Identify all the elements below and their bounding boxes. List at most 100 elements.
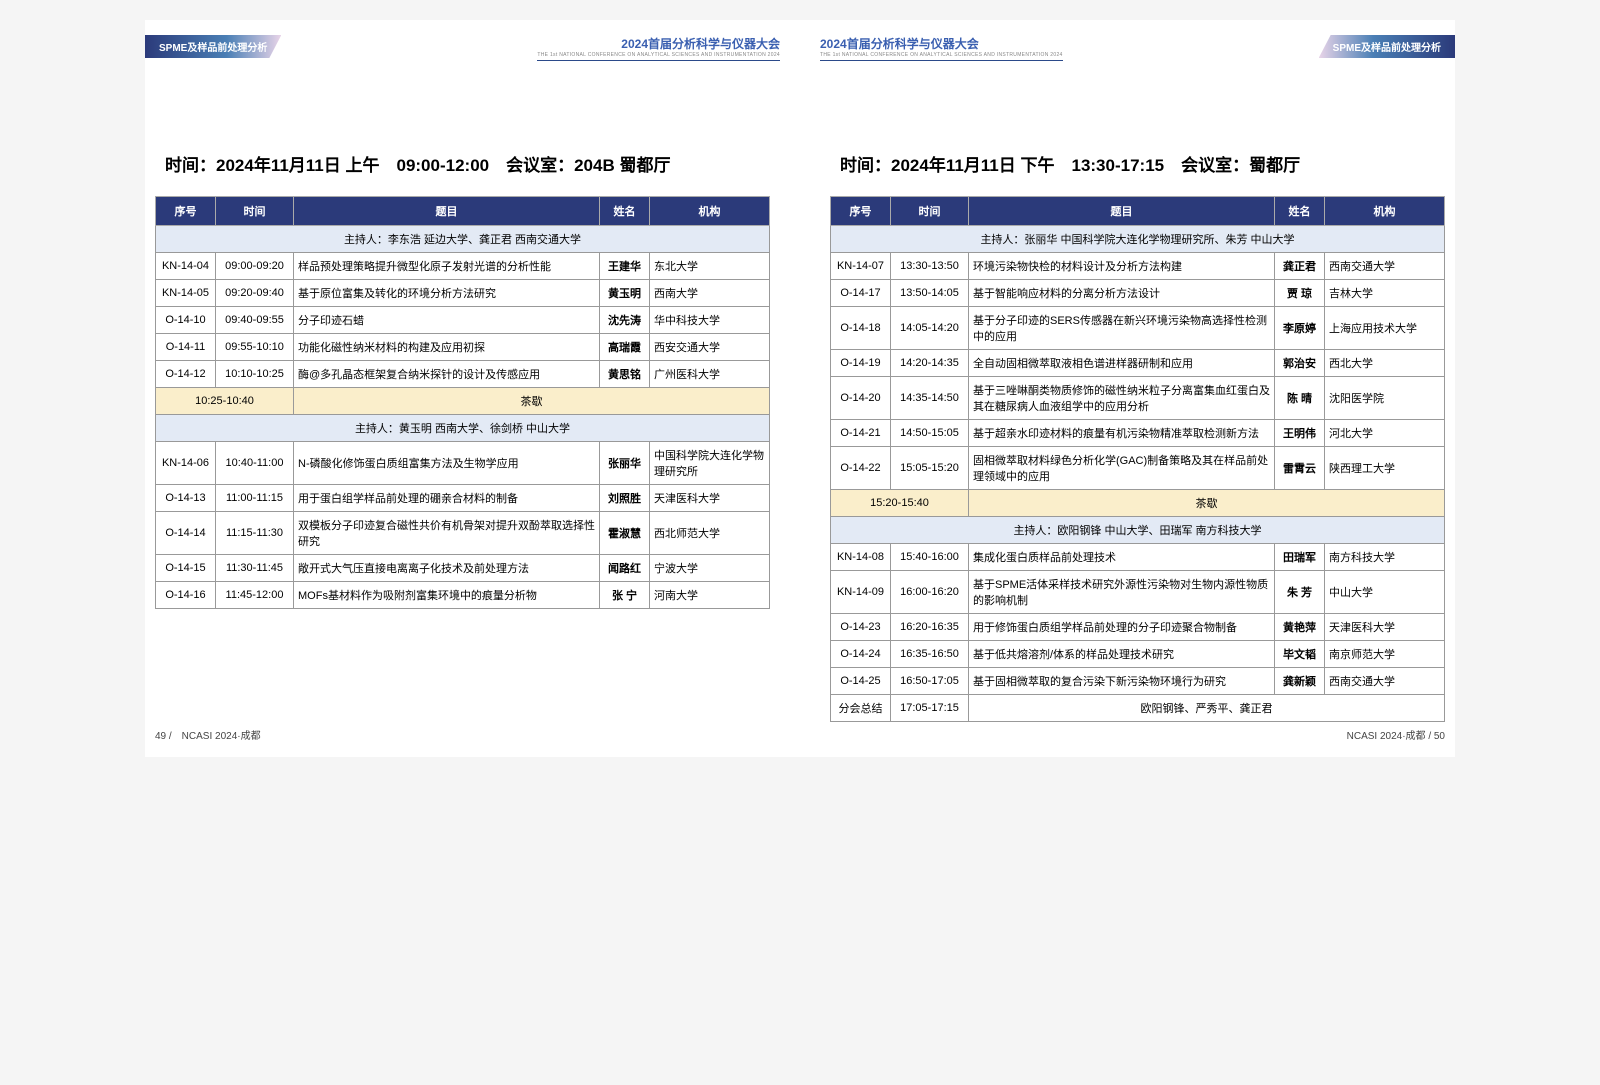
cell-name: 龚正君: [1275, 253, 1325, 280]
table-row: KN-14-04 09:00-09:20 样品预处理策略提升微型化原子发射光谱的…: [156, 253, 770, 280]
host-row: 主持人：李东浩 延边大学、龚正君 西南交通大学: [156, 226, 770, 253]
host-row: 主持人：欧阳钢锋 中山大学、田瑞军 南方科技大学: [831, 517, 1445, 544]
cell-name: 贾 琼: [1275, 280, 1325, 307]
cell-name: 王建华: [600, 253, 650, 280]
cell-seq: O-14-15: [156, 555, 216, 582]
host-row: 主持人：黄玉明 西南大学、徐剑桥 中山大学: [156, 415, 770, 442]
cell-seq: O-14-17: [831, 280, 891, 307]
table-row: O-14-17 13:50-14:05 基于智能响应材料的分离分析方法设计 贾 …: [831, 280, 1445, 307]
cell-time: 14:35-14:50: [891, 377, 969, 420]
table-row: O-14-20 14:35-14:50 基于三唑啉酮类物质修饰的磁性纳米粒子分离…: [831, 377, 1445, 420]
cell-time: 16:35-16:50: [891, 641, 969, 668]
cell-seq: KN-14-07: [831, 253, 891, 280]
cell-name: 刘照胜: [600, 485, 650, 512]
cell-inst: 南京师范大学: [1325, 641, 1445, 668]
table-row: O-14-18 14:05-14:20 基于分子印迹的SERS传感器在新兴环境污…: [831, 307, 1445, 350]
cell-inst: 西南交通大学: [1325, 668, 1445, 695]
cell-topic: 全自动固相微萃取液相色谱进样器研制和应用: [969, 350, 1275, 377]
cell-seq: O-14-23: [831, 614, 891, 641]
cell-time: 10:10-10:25: [216, 361, 294, 388]
cell-topic: 基于SPME活体采样技术研究外源性污染物对生物内源性物质的影响机制: [969, 571, 1275, 614]
th-name: 姓名: [1275, 197, 1325, 226]
cell-seq: O-14-16: [156, 582, 216, 609]
th-time: 时间: [891, 197, 969, 226]
cell-name: 王明伟: [1275, 420, 1325, 447]
break-label: 茶歇: [294, 388, 770, 415]
cell-name: 郭治安: [1275, 350, 1325, 377]
th-inst: 机构: [650, 197, 770, 226]
cell-time: 09:20-09:40: [216, 280, 294, 307]
cell-time: 14:20-14:35: [891, 350, 969, 377]
cell-time: 15:05-15:20: [891, 447, 969, 490]
right-page: 2024首届分析科学与仪器大会 THE 1st NATIONAL CONFERE…: [820, 35, 1455, 742]
cell-time: 09:40-09:55: [216, 307, 294, 334]
cell-topic: 基于低共熔溶剂/体系的样品处理技术研究: [969, 641, 1275, 668]
right-header: 2024首届分析科学与仪器大会 THE 1st NATIONAL CONFERE…: [820, 35, 1455, 61]
cell-name: 张 宁: [600, 582, 650, 609]
cell-time: 14:50-15:05: [891, 420, 969, 447]
th-inst: 机构: [1325, 197, 1445, 226]
table-row: O-14-15 11:30-11:45 敞开式大气压直接电离离子化技术及前处理方…: [156, 555, 770, 582]
th-topic: 题目: [294, 197, 600, 226]
cell-seq: O-14-14: [156, 512, 216, 555]
table-row: O-14-13 11:00-11:15 用于蛋白组学样品前处理的硼亲合材料的制备…: [156, 485, 770, 512]
cell-seq: O-14-13: [156, 485, 216, 512]
cell-name: 张丽华: [600, 442, 650, 485]
cell-inst: 广州医科大学: [650, 361, 770, 388]
cell-time: 16:20-16:35: [891, 614, 969, 641]
left-footer: 49 / NCASI 2024·成都: [145, 727, 271, 742]
cell-time: 13:50-14:05: [891, 280, 969, 307]
cell-inst: 南方科技大学: [1325, 544, 1445, 571]
summary-time: 17:05-17:15: [891, 695, 969, 722]
cell-inst: 沈阳医学院: [1325, 377, 1445, 420]
left-content: 时间：2024年11月11日 上午 09:00-12:00 会议室：204B 蜀…: [145, 151, 780, 609]
break-time: 15:20-15:40: [831, 490, 969, 517]
header-line: [537, 60, 780, 61]
table-row: O-14-21 14:50-15:05 基于超亲水印迹材料的痕量有机污染物精准萃…: [831, 420, 1445, 447]
cell-name: 黄艳萍: [1275, 614, 1325, 641]
table-row: O-14-19 14:20-14:35 全自动固相微萃取液相色谱进样器研制和应用…: [831, 350, 1445, 377]
summary-seq: 分会总结: [831, 695, 891, 722]
cell-inst: 西北师范大学: [650, 512, 770, 555]
cell-inst: 宁波大学: [650, 555, 770, 582]
cell-topic: 功能化磁性纳米材料的构建及应用初探: [294, 334, 600, 361]
th-seq: 序号: [156, 197, 216, 226]
cell-name: 田瑞军: [1275, 544, 1325, 571]
table-row: O-14-22 15:05-15:20 固相微萃取材料绿色分析化学(GAC)制备…: [831, 447, 1445, 490]
cell-topic: 用于蛋白组学样品前处理的硼亲合材料的制备: [294, 485, 600, 512]
cell-seq: O-14-12: [156, 361, 216, 388]
cell-topic: 基于三唑啉酮类物质修饰的磁性纳米粒子分离富集血红蛋白及其在糖尿病人血液组学中的应…: [969, 377, 1275, 420]
break-row: 15:20-15:40 茶歇: [831, 490, 1445, 517]
th-topic: 题目: [969, 197, 1275, 226]
cell-seq: KN-14-08: [831, 544, 891, 571]
cell-topic: 分子印迹石蜡: [294, 307, 600, 334]
table-row: O-14-16 11:45-12:00 MOFs基材料作为吸附剂富集环境中的痕量…: [156, 582, 770, 609]
table-row: O-14-23 16:20-16:35 用于修饰蛋白质组学样品前处理的分子印迹聚…: [831, 614, 1445, 641]
table-header-row: 序号 时间 题目 姓名 机构: [156, 197, 770, 226]
cell-time: 14:05-14:20: [891, 307, 969, 350]
cell-topic: 基于超亲水印迹材料的痕量有机污染物精准萃取检测新方法: [969, 420, 1275, 447]
cell-inst: 河北大学: [1325, 420, 1445, 447]
cell-topic: N-磷酸化修饰蛋白质组富集方法及生物学应用: [294, 442, 600, 485]
table-row: O-14-11 09:55-10:10 功能化磁性纳米材料的构建及应用初探 高瑞…: [156, 334, 770, 361]
conf-subtitle: THE 1st NATIONAL CONFERENCE ON ANALYTICA…: [537, 52, 780, 58]
cell-seq: O-14-11: [156, 334, 216, 361]
cell-time: 11:15-11:30: [216, 512, 294, 555]
break-row: 10:25-10:40 茶歇: [156, 388, 770, 415]
cell-time: 09:00-09:20: [216, 253, 294, 280]
table-row: KN-14-08 15:40-16:00 集成化蛋白质样品前处理技术 田瑞军 南…: [831, 544, 1445, 571]
cell-time: 13:30-13:50: [891, 253, 969, 280]
topic-tab-right: SPME及样品前处理分析: [1319, 35, 1455, 58]
cell-time: 16:50-17:05: [891, 668, 969, 695]
cell-inst: 西南大学: [650, 280, 770, 307]
table-header-row: 序号 时间 题目 姓名 机构: [831, 197, 1445, 226]
cell-topic: 集成化蛋白质样品前处理技术: [969, 544, 1275, 571]
cell-inst: 西北大学: [1325, 350, 1445, 377]
cell-topic: 基于固相微萃取的复合污染下新污染物环境行为研究: [969, 668, 1275, 695]
cell-name: 沈先涛: [600, 307, 650, 334]
cell-name: 雷霄云: [1275, 447, 1325, 490]
cell-time: 10:40-11:00: [216, 442, 294, 485]
table-row: KN-14-05 09:20-09:40 基于原位富集及转化的环境分析方法研究 …: [156, 280, 770, 307]
cell-inst: 华中科技大学: [650, 307, 770, 334]
cell-time: 11:00-11:15: [216, 485, 294, 512]
